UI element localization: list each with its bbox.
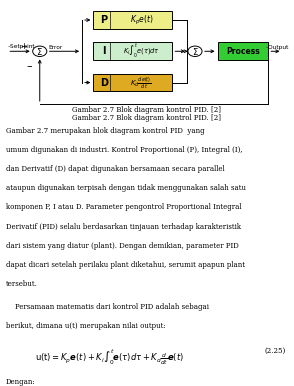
Text: berikut, dimana u(t) merupakan nilai output:: berikut, dimana u(t) merupakan nilai out… [6, 322, 166, 330]
Bar [218, 42, 268, 60]
Text: dapat dicari setelah perilaku plant diketahui, serumit apapun plant: dapat dicari setelah perilaku plant dike… [6, 261, 245, 269]
Text: ataupun digunakan terpisah dengan tidak menggunakan salah satu: ataupun digunakan terpisah dengan tidak … [6, 184, 246, 192]
Bar [93, 11, 172, 29]
Text: $K_i\int_0^t e(\tau)d\tau$: $K_i\int_0^t e(\tau)d\tau$ [123, 42, 160, 60]
Text: –Output: –Output [265, 44, 289, 49]
Text: $\Sigma$: $\Sigma$ [192, 46, 198, 57]
Text: Derivatif (PID) selalu berdasarkan tinjauan terhadap karakteristik: Derivatif (PID) selalu berdasarkan tinja… [6, 222, 241, 230]
Text: Dengan:: Dengan: [6, 378, 36, 386]
Text: komponen P, I atau D. Parameter pengontrol Proportional Integral: komponen P, I atau D. Parameter pengontr… [6, 203, 241, 212]
Text: Gambar 2.7 Blok diagram kontrol PID. [2]: Gambar 2.7 Blok diagram kontrol PID. [2] [73, 114, 221, 122]
Text: Gambar 2.7 merupakan blok diagram kontrol PID  yang: Gambar 2.7 merupakan blok diagram kontro… [6, 127, 205, 135]
Text: $K_p e(t)$: $K_p e(t)$ [130, 14, 153, 27]
Text: Persamaan matematis dari kontrol PID adalah sebagai: Persamaan matematis dari kontrol PID ada… [6, 303, 209, 311]
Text: –: – [26, 61, 32, 71]
Text: Error: Error [48, 45, 62, 50]
Text: dari sistem yang diatur (plant). Dengan demikian, parameter PID: dari sistem yang diatur (plant). Dengan … [6, 242, 239, 250]
Text: Process: Process [226, 47, 260, 56]
Text: $K_d \frac{de(t)}{dt}$: $K_d \frac{de(t)}{dt}$ [131, 74, 152, 91]
Bar [93, 42, 172, 60]
Circle shape [188, 46, 202, 56]
Text: I: I [102, 46, 106, 56]
Text: D: D [100, 78, 108, 88]
Text: dan Derivatif (D) dapat digunakan bersamaan secara parallel: dan Derivatif (D) dapat digunakan bersam… [6, 165, 225, 173]
Text: P: P [101, 15, 108, 25]
Text: +: + [20, 42, 27, 51]
Text: tersebut.: tersebut. [6, 280, 38, 288]
Bar [93, 74, 172, 91]
Text: $\Sigma$: $\Sigma$ [36, 46, 43, 57]
Text: Gambar 2.7 Blok diagram kontrol PID. [2]: Gambar 2.7 Blok diagram kontrol PID. [2] [73, 106, 221, 113]
Text: (2.25): (2.25) [265, 347, 286, 355]
Text: –Setpoint: –Setpoint [8, 44, 36, 49]
Text: $\mathrm{u(t)} = K_p\boldsymbol{e}(t) + K_i\int_0^t \boldsymbol{e}(\tau)d\tau + : $\mathrm{u(t)} = K_p\boldsymbol{e}(t) + … [35, 347, 184, 367]
Text: umum digunakan di industri. Kontrol Proportional (P), Integral (I),: umum digunakan di industri. Kontrol Prop… [6, 146, 243, 154]
Circle shape [33, 46, 47, 56]
